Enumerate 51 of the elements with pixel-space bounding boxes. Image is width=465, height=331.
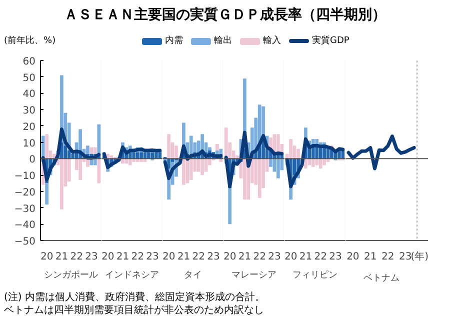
x-tick-label: 20 xyxy=(224,252,236,262)
x-tick-label: 21 xyxy=(177,252,190,262)
y-tick-label: 10 xyxy=(22,138,36,150)
legend-label: 輸入 xyxy=(263,36,281,46)
x-tick-label: 22 xyxy=(131,252,144,262)
x-axis-title: マレーシア xyxy=(232,270,276,280)
x-tick-label: 22 xyxy=(253,252,266,262)
y-tick-label: −20 xyxy=(14,187,36,198)
x-tick-label: 23 xyxy=(85,252,98,262)
x-tick-label: 23 xyxy=(398,252,412,262)
y-tick-label: −10 xyxy=(14,171,36,182)
text: ＡＳＥＡＮ主要国の実質ＧＤＰ成長率（四半期別） xyxy=(64,6,386,25)
x-axis-title: インドネシア xyxy=(105,270,159,280)
x-axis-title: タイ xyxy=(184,270,202,280)
x-axis-title: フィリピン xyxy=(292,270,338,280)
y-tick-label: 50 xyxy=(22,72,36,84)
x-tick-label: 21 xyxy=(116,252,130,262)
x-tick-label: 21 xyxy=(299,252,312,262)
x-tick-label: 20 xyxy=(102,252,114,262)
legend-label: 内需 xyxy=(165,36,183,46)
x-tick-label: 20 xyxy=(162,252,176,262)
x-tick-label: 23 xyxy=(268,252,281,262)
x-tick-label: 23 xyxy=(207,252,220,262)
text: (年) xyxy=(410,250,429,262)
text: ベトナムは四半期別需要項目統計が非公表のため内訳なし xyxy=(4,305,264,316)
x-tick-label: 22 xyxy=(70,252,83,262)
x-tick-label: 20 xyxy=(284,252,298,262)
y-tick-label: 30 xyxy=(22,106,36,117)
x-tick-label: 21 xyxy=(55,252,68,262)
y-tick-label: 0 xyxy=(29,154,36,166)
x-tick-label: 22 xyxy=(314,252,327,262)
x-tick-label: 21 xyxy=(364,252,377,262)
y-tick-label: 60 xyxy=(22,56,36,68)
y-axis-title: (前年比、%) xyxy=(4,35,56,48)
x-tick-label: 22 xyxy=(382,252,394,262)
y-tick-label: −30 xyxy=(14,204,36,215)
x-tick-label: 21 xyxy=(238,252,252,262)
legend-label: 輸出 xyxy=(214,36,232,46)
x-tick-label: 22 xyxy=(192,252,205,262)
x-axis-title: シンガポール xyxy=(44,270,98,280)
x-tick-label: 23 xyxy=(329,252,342,262)
y-tick-label: 20 xyxy=(22,122,36,133)
y-tick-label: −50 xyxy=(14,236,36,248)
x-axis-title: ベトナム xyxy=(363,274,400,284)
text: (注) 内需は個人消費、政府消費、総固定資本形成の合計。 xyxy=(4,292,265,303)
x-tick-label: 20 xyxy=(40,252,54,262)
y-tick-label: −40 xyxy=(14,220,36,232)
x-tick-label: 23 xyxy=(146,252,159,262)
y-tick-label: 40 xyxy=(22,89,36,100)
legend-label: 実質GDP xyxy=(312,36,350,46)
x-tick-label: 20 xyxy=(346,252,360,262)
